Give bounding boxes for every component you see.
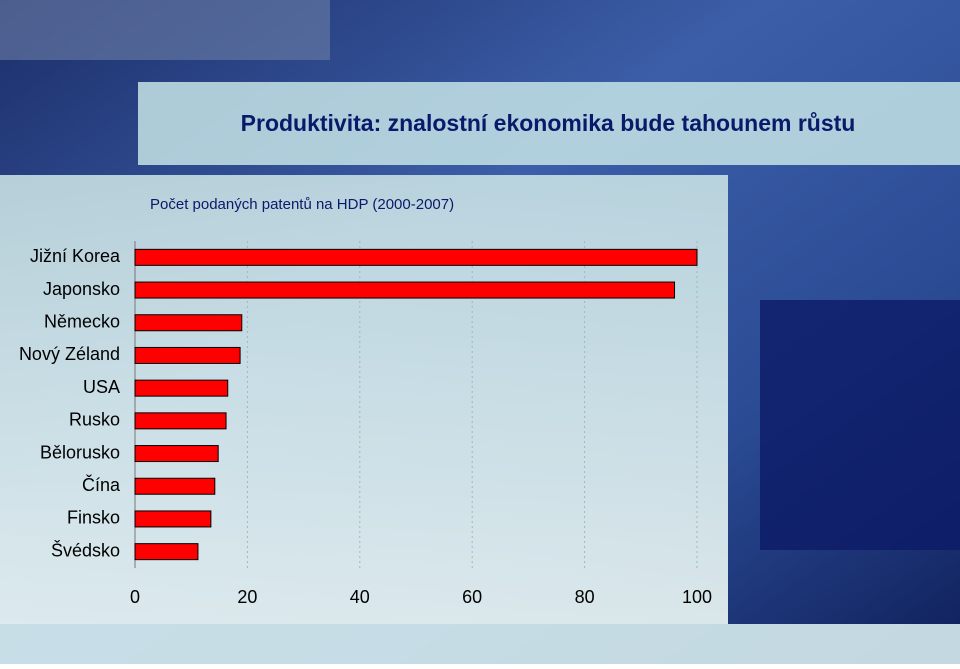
bottom-band xyxy=(0,624,960,664)
bar xyxy=(134,281,676,299)
x-tick-label: 20 xyxy=(237,587,257,607)
y-tick-label: Finsko xyxy=(67,508,120,528)
y-tick-label: Švédsko xyxy=(51,539,120,560)
chip xyxy=(760,300,960,550)
y-tick-label: Nový Zéland xyxy=(19,344,120,364)
bar xyxy=(134,477,216,495)
y-tick-label: Jižní Korea xyxy=(30,246,121,266)
chart-subtitle: Počet podaných patentů na HDP (2000-2007… xyxy=(150,196,454,213)
bar xyxy=(134,346,241,364)
y-tick-label: Bělorusko xyxy=(40,442,120,462)
title-band xyxy=(138,82,960,165)
bar xyxy=(134,314,243,332)
bar xyxy=(134,379,229,397)
x-tick-label: 100 xyxy=(682,587,712,607)
y-tick-label: Čína xyxy=(82,474,121,495)
y-tick-label: Japonsko xyxy=(43,279,120,299)
x-tick-label: 80 xyxy=(575,587,595,607)
y-tick-label: USA xyxy=(83,377,120,397)
bar xyxy=(134,445,219,463)
y-tick-label: Rusko xyxy=(69,410,120,430)
bar xyxy=(134,248,698,266)
x-tick-label: 0 xyxy=(130,587,140,607)
bar xyxy=(134,543,199,561)
y-tick-label: Německo xyxy=(44,312,120,332)
bar xyxy=(134,412,227,430)
bar xyxy=(134,510,212,528)
x-tick-label: 60 xyxy=(462,587,482,607)
component xyxy=(0,0,330,60)
x-tick-label: 40 xyxy=(350,587,370,607)
chart-title: Produktivita: znalostní ekonomika bude t… xyxy=(241,110,856,136)
